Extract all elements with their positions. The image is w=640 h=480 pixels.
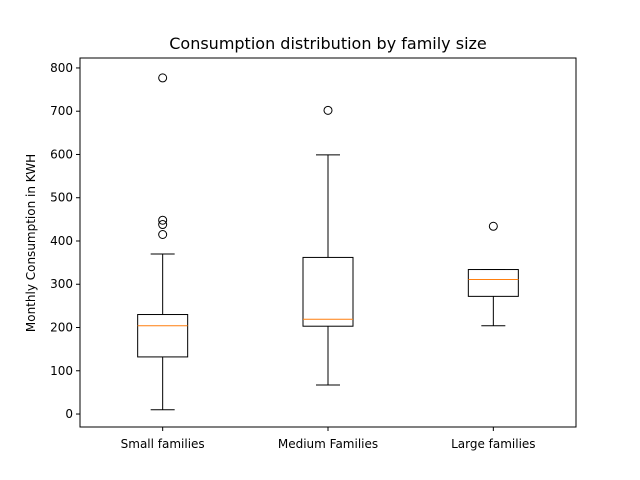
iqr-box (137, 314, 189, 358)
y-tick-label: 700 (50, 104, 73, 118)
y-tick-label: 600 (50, 147, 73, 161)
y-tick-label: 800 (50, 61, 73, 75)
y-tick-label: 200 (50, 321, 73, 335)
outlier-point (158, 220, 168, 230)
outlier-point (158, 73, 168, 83)
iqr-box (302, 256, 354, 327)
axes-frame (79, 57, 577, 428)
x-tick-label: Large families (451, 437, 535, 451)
y-tick-label: 400 (50, 234, 73, 248)
y-tick-label: 0 (65, 407, 73, 421)
y-axis-label: Monthly Consumption in KWH (24, 154, 38, 332)
outlier-point (488, 221, 498, 231)
x-tick-label: Small families (121, 437, 205, 451)
iqr-box (467, 269, 519, 297)
outlier-point (158, 215, 168, 225)
y-tick-label: 100 (50, 364, 73, 378)
outlier-point (158, 229, 168, 239)
chart-title: Consumption distribution by family size (169, 34, 487, 53)
y-tick-label: 500 (50, 191, 73, 205)
plot-area: 0 100 200 300 400 500 600 700 800 Small families M… (50, 61, 535, 451)
y-tick-label: 300 (50, 277, 73, 291)
outlier-point (323, 105, 333, 115)
x-tick-label: Medium Families (278, 437, 378, 451)
